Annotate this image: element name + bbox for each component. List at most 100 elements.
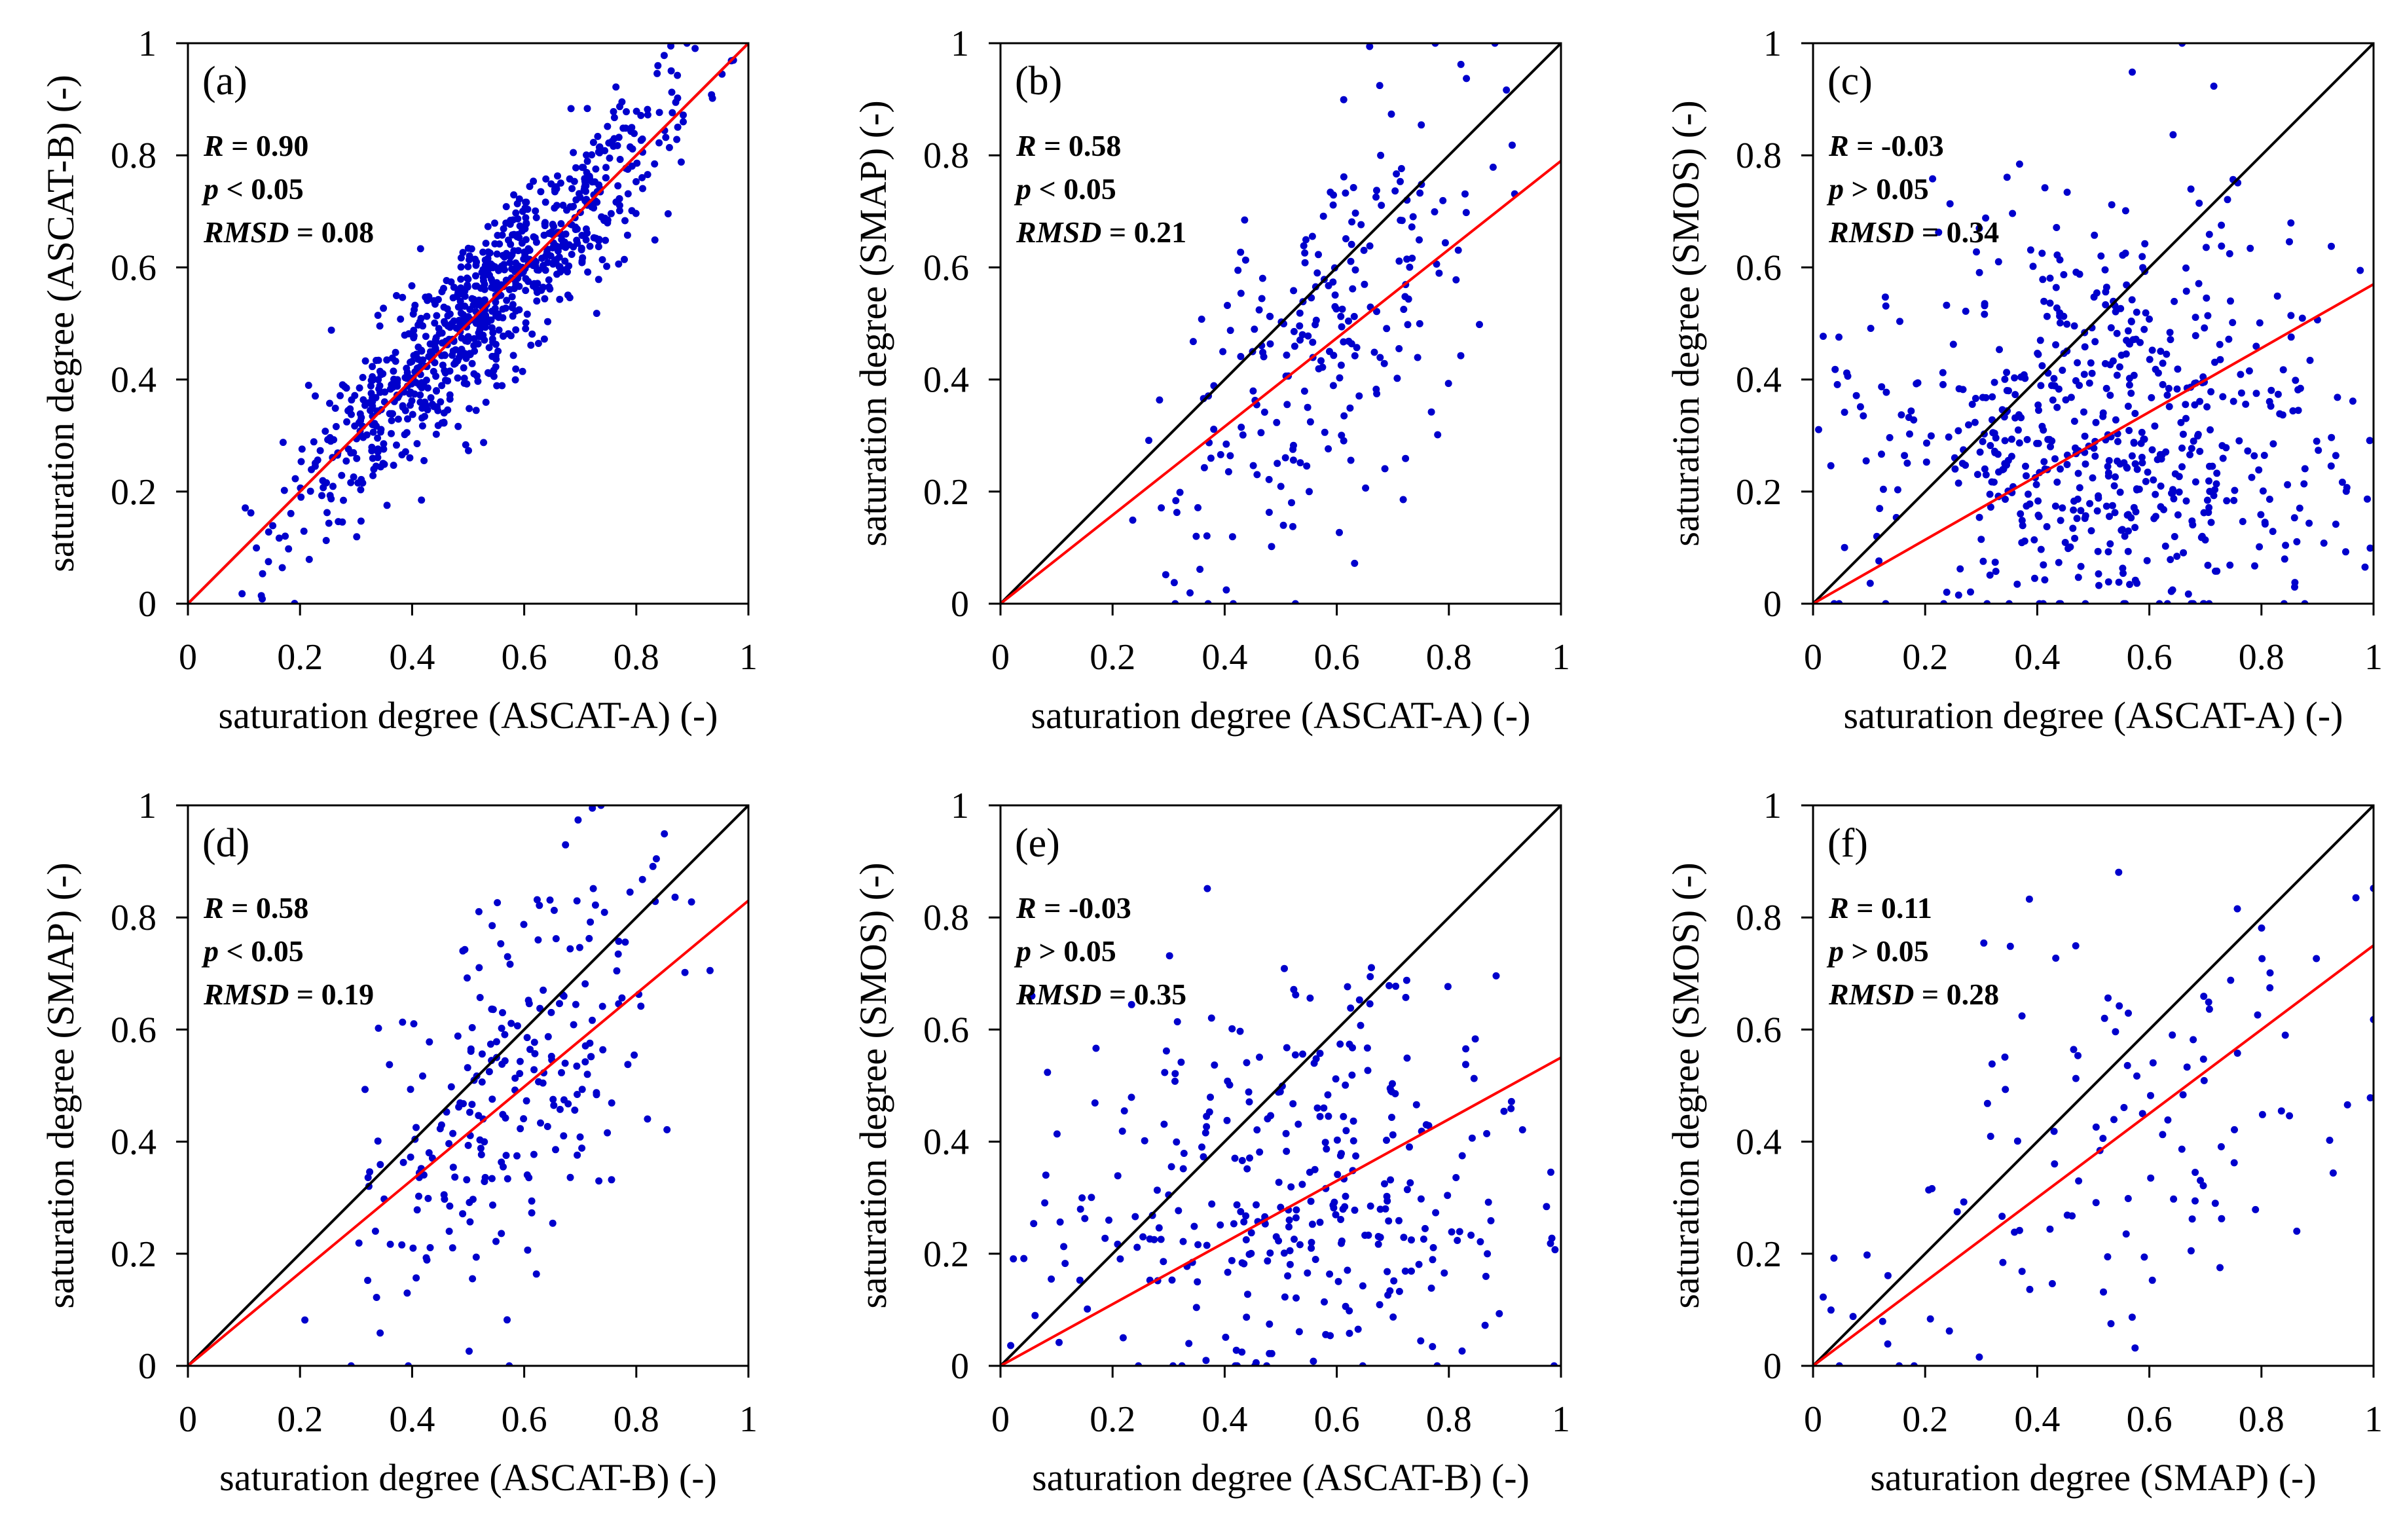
data-point xyxy=(1282,1129,1290,1137)
data-point xyxy=(661,830,669,837)
data-point xyxy=(1349,285,1357,293)
data-point xyxy=(1312,321,1319,329)
data-point xyxy=(2140,325,2148,333)
plot-frame xyxy=(1812,804,2375,1367)
data-point xyxy=(1408,254,1416,262)
data-point xyxy=(587,1053,595,1061)
data-point xyxy=(2366,544,2374,552)
data-point xyxy=(2085,379,2093,387)
data-point xyxy=(688,898,695,906)
data-point xyxy=(2192,478,2199,486)
data-point xyxy=(2164,1116,2172,1124)
data-point xyxy=(506,259,514,266)
data-point xyxy=(550,906,558,914)
data-point xyxy=(552,935,560,943)
data-point xyxy=(2038,249,2046,257)
data-point xyxy=(388,380,396,388)
data-point xyxy=(466,1348,473,1355)
data-point xyxy=(1551,1246,1559,1254)
data-point xyxy=(1131,1213,1139,1220)
data-point xyxy=(1427,408,1435,416)
data-point xyxy=(2279,366,2287,374)
x-tick-label: 0 xyxy=(991,1399,1010,1440)
data-point xyxy=(1265,475,1273,483)
data-point xyxy=(2225,335,2233,343)
data-point xyxy=(481,323,489,331)
data-point xyxy=(2027,246,2034,254)
data-point xyxy=(1233,1201,1241,1209)
data-point xyxy=(1243,1165,1251,1173)
y-tick-label: 1 xyxy=(1763,786,1782,826)
data-point xyxy=(1145,437,1152,445)
data-point xyxy=(1397,177,1404,185)
data-point xyxy=(1956,565,1964,573)
data-point xyxy=(361,357,369,365)
data-point xyxy=(2182,497,2190,505)
data-point xyxy=(541,252,549,260)
data-point xyxy=(2206,488,2214,495)
data-point xyxy=(1980,939,1988,947)
data-point xyxy=(494,347,502,355)
data-point xyxy=(457,302,465,310)
data-point xyxy=(1383,1192,1391,1200)
data-point xyxy=(1237,289,1245,297)
data-point xyxy=(1368,964,1375,972)
data-point xyxy=(1283,401,1291,409)
data-point xyxy=(1401,1267,1409,1275)
data-point xyxy=(2053,251,2061,259)
data-point xyxy=(2338,479,2346,486)
data-point xyxy=(2013,580,2021,588)
data-point xyxy=(1256,1148,1264,1156)
data-point xyxy=(2201,324,2209,332)
data-point xyxy=(498,1158,505,1166)
data-point xyxy=(1367,973,1374,981)
data-point xyxy=(2230,496,2238,504)
data-point xyxy=(2202,244,2210,251)
data-point xyxy=(2223,497,2231,505)
data-point xyxy=(499,1009,506,1017)
data-point xyxy=(472,272,479,280)
data-point xyxy=(574,225,581,233)
data-point xyxy=(2199,1182,2207,1190)
data-point xyxy=(1856,403,1864,411)
y-tick-label: 0.6 xyxy=(111,248,156,288)
data-point xyxy=(418,422,426,430)
data-point xyxy=(1945,1327,1953,1335)
stat-rmsd: RMSD = 0.08 xyxy=(203,215,374,249)
x-tick-label: 0.2 xyxy=(1902,637,1948,678)
data-point xyxy=(468,359,476,367)
data-point xyxy=(1973,471,1981,479)
data-point xyxy=(2257,511,2265,519)
data-point xyxy=(593,310,600,318)
data-point xyxy=(541,295,549,302)
data-point xyxy=(1348,1071,1356,1079)
data-point xyxy=(506,961,514,968)
data-point xyxy=(447,1083,455,1091)
data-point xyxy=(1242,1212,1250,1220)
data-point xyxy=(422,376,430,384)
data-point xyxy=(2216,340,2224,348)
data-point xyxy=(511,285,518,293)
data-point xyxy=(2192,332,2199,340)
data-point xyxy=(568,251,576,258)
data-point xyxy=(1292,1214,1300,1222)
data-point xyxy=(2137,339,2144,346)
data-point xyxy=(390,462,397,469)
data-point xyxy=(1232,1346,1240,1354)
data-point xyxy=(582,187,589,195)
data-point xyxy=(327,326,335,334)
data-point xyxy=(1357,221,1365,229)
data-point xyxy=(1882,388,1890,396)
data-point xyxy=(503,297,511,304)
data-point xyxy=(2076,270,2083,278)
data-point xyxy=(1875,557,1883,565)
data-point xyxy=(1959,386,1967,394)
data-point xyxy=(551,204,559,212)
data-point xyxy=(2011,391,2019,399)
data-point xyxy=(491,304,499,312)
data-point xyxy=(1363,1044,1371,1052)
data-point xyxy=(2152,513,2159,521)
data-point xyxy=(2120,1104,2128,1111)
data-point xyxy=(300,527,308,535)
data-point xyxy=(285,545,293,553)
